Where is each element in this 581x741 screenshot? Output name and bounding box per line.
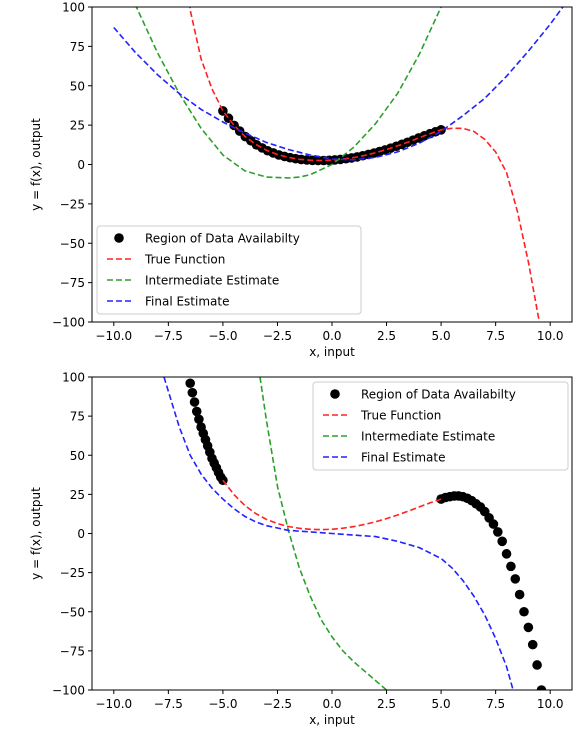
data-point	[190, 397, 200, 407]
data-point	[493, 527, 503, 537]
legend-marker-data	[330, 389, 340, 399]
data-point	[185, 378, 195, 388]
y-tick-label: 75	[70, 410, 85, 424]
data-point	[510, 574, 520, 584]
y-tick-label: 50	[70, 79, 85, 93]
y-tick-label: −50	[60, 605, 85, 619]
legend-label-true: True Function	[144, 253, 225, 267]
bottom-plot: −10.0 −7.5 −5.0 −2.5 0.0 2.5 5.0 7.5 10.0 −100 −75…	[29, 371, 572, 728]
legend: Region of Data Availabilty True Function I…	[97, 226, 361, 314]
x-tick-label: 7.5	[486, 329, 505, 343]
x-tick-label: −2.5	[263, 697, 292, 711]
y-tick-label: 75	[70, 40, 85, 54]
x-tick-label: 7.5	[486, 697, 505, 711]
legend-label-final: Final Estimate	[145, 295, 229, 309]
y-axis-label: y = f(x), output	[29, 118, 43, 211]
legend-label-true: True Function	[360, 409, 441, 423]
x-axis-label: x, input	[309, 345, 355, 359]
legend-label-data: Region of Data Availabilty	[145, 232, 300, 246]
data-point	[519, 607, 529, 617]
x-axis-label: x, input	[309, 713, 355, 727]
y-tick-label: −75	[60, 644, 85, 658]
x-tick-label: 2.5	[377, 329, 396, 343]
y-tick-label: −75	[60, 276, 85, 290]
data-point	[528, 640, 538, 650]
data-point	[497, 537, 507, 547]
legend: Region of Data Availabilty True Function I…	[313, 382, 568, 470]
y-tick-label: −25	[60, 197, 85, 211]
x-tick-label: −10.0	[95, 697, 132, 711]
y-tick-label: 25	[70, 119, 85, 133]
y-tick-label: −100	[52, 316, 85, 330]
y-tick-label: −25	[60, 566, 85, 580]
legend-label-final: Final Estimate	[361, 451, 445, 465]
y-tick-label: −50	[60, 237, 85, 251]
x-tick-label: −10.0	[95, 329, 132, 343]
x-tick-label: −7.5	[154, 697, 183, 711]
legend-marker-data	[114, 233, 124, 243]
y-tick-label: 50	[70, 449, 85, 463]
data-point	[188, 388, 198, 398]
data-point	[502, 549, 512, 559]
x-tick-label: −2.5	[263, 329, 292, 343]
x-tick-label: 10.0	[537, 697, 564, 711]
series-true-line	[223, 480, 441, 529]
legend-label-intermediate: Intermediate Estimate	[145, 274, 279, 288]
legend-label-intermediate: Intermediate Estimate	[361, 430, 495, 444]
y-tick-label: −100	[52, 684, 85, 698]
y-tick-label: 0	[77, 527, 85, 541]
data-point	[532, 660, 542, 670]
x-tick-label: −5.0	[208, 329, 237, 343]
y-axis-label: y = f(x), output	[29, 487, 43, 580]
series-final-line	[114, 0, 572, 160]
y-tick-label: 100	[62, 1, 85, 15]
data-points	[218, 106, 446, 165]
x-tick-label: 5.0	[432, 329, 451, 343]
legend-label-data: Region of Data Availabilty	[361, 388, 516, 402]
y-tick-label: 0	[77, 158, 85, 172]
x-tick-label: 5.0	[432, 697, 451, 711]
data-point	[506, 562, 516, 572]
x-tick-label: 10.0	[537, 329, 564, 343]
top-plot: −10.0 −7.5 −5.0 −2.5 0.0 2.5 5.0 7.5 10.0 −100 −75…	[29, 0, 572, 401]
x-tick-label: −5.0	[208, 697, 237, 711]
x-tick-label: 2.5	[377, 697, 396, 711]
data-point	[524, 623, 534, 633]
x-tick-label: 0.0	[322, 329, 341, 343]
x-tick-label: 0.0	[322, 697, 341, 711]
data-point	[515, 590, 525, 600]
y-tick-label: 100	[62, 371, 85, 385]
x-tick-label: −7.5	[154, 329, 183, 343]
y-tick-label: 25	[70, 488, 85, 502]
